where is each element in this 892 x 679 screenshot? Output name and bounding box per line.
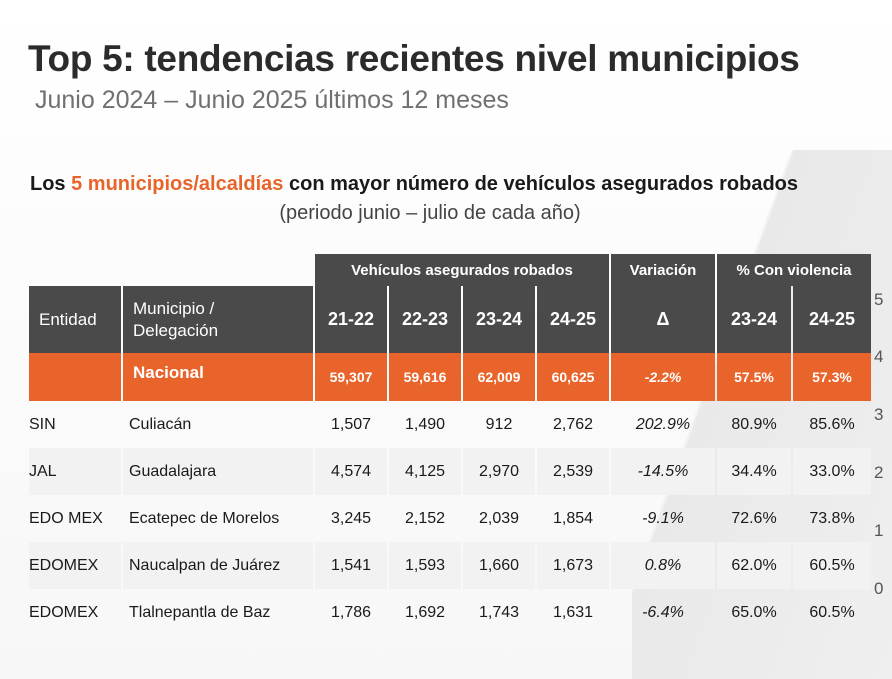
group-header-variation: Variación: [611, 254, 715, 286]
table-subtitle: (periodo junio – julio de cada año): [279, 202, 581, 224]
header-spacer: [29, 254, 313, 286]
row-delta: 202.9%: [635, 415, 691, 433]
row-violence-2425: 60.5%: [793, 542, 871, 589]
row-delta: -14.5%: [611, 448, 715, 495]
row-municipio: Tlalnepantla de Baz: [129, 603, 271, 621]
national-delta: -2.2%: [611, 353, 715, 401]
row-2324: 2,039: [478, 509, 520, 527]
row-entidad: EDOMEX: [29, 542, 121, 589]
side-axis-label: 1: [874, 521, 884, 540]
column-header-2324: 23-24: [463, 286, 535, 353]
column-header-entidad: Entidad: [29, 286, 121, 353]
row-2324: 1,660: [463, 542, 535, 589]
row-violence-2425: 85.6%: [809, 415, 855, 433]
column-header-2425: 24-25: [537, 286, 609, 353]
data-table: Vehículos asegurados robados Variación %…: [29, 254, 871, 636]
row-municipio: Guadalajara: [123, 448, 313, 495]
row-2122: 1,786: [330, 603, 372, 621]
national-2324: 62,009: [463, 353, 535, 401]
row-delta: -9.1%: [642, 509, 684, 527]
row-entidad: EDO MEX: [29, 509, 103, 527]
national-name: Nacional: [123, 353, 313, 401]
column-header-2223: 22-23: [389, 286, 461, 353]
group-header-vehicles: Vehículos asegurados robados: [315, 254, 609, 286]
table-title: Los 5 municipios/alcaldías con mayor núm…: [30, 173, 830, 196]
column-header-violence-2425: 24-25: [793, 286, 871, 353]
row-2122: 4,574: [315, 448, 387, 495]
table-title-highlight: 5 municipios/alcaldías: [71, 173, 284, 195]
row-delta: -6.4%: [642, 603, 684, 621]
row-2324: 912: [485, 415, 513, 433]
row-violence-2324: 80.9%: [731, 415, 777, 433]
side-axis-label: 3: [874, 405, 884, 424]
row-2324: 1,743: [478, 603, 520, 621]
row-2425: 1,673: [537, 542, 609, 589]
row-delta: 0.8%: [611, 542, 715, 589]
row-2223: 4,125: [389, 448, 461, 495]
row-violence-2324: 72.6%: [731, 509, 777, 527]
row-violence-2425: 73.8%: [809, 509, 855, 527]
row-2223: 1,692: [404, 603, 446, 621]
row-2223: 2,152: [404, 509, 446, 527]
row-violence-2425: 60.5%: [809, 603, 855, 621]
national-2122: 59,307: [315, 353, 387, 401]
row-violence-2324: 62.0%: [717, 542, 791, 589]
row-violence-2425: 33.0%: [793, 448, 871, 495]
row-2223: 1,490: [404, 415, 446, 433]
column-header-delta: Δ: [611, 286, 715, 353]
row-entidad: EDOMEX: [29, 603, 99, 621]
slide-title: Top 5: tendencias recientes nivel munici…: [28, 38, 800, 79]
row-2122: 1,507: [330, 415, 372, 433]
row-municipio: Naucalpan de Juárez: [123, 542, 313, 589]
side-axis-label: 4: [874, 347, 884, 366]
national-entidad: [29, 353, 121, 401]
column-header-2122: 21-22: [315, 286, 387, 353]
row-municipio: Culiacán: [129, 415, 192, 433]
row-2425: 1,631: [552, 603, 594, 621]
row-violence-2324: 34.4%: [717, 448, 791, 495]
row-2425: 2,539: [537, 448, 609, 495]
row-2425: 1,854: [552, 509, 594, 527]
row-2122: 3,245: [330, 509, 372, 527]
row-2324: 2,970: [463, 448, 535, 495]
column-header-municipio: Municipio / Delegación: [123, 286, 313, 353]
national-2223: 59,616: [389, 353, 461, 401]
decorative-diagonal: [632, 150, 892, 679]
row-2425: 2,762: [552, 415, 594, 433]
slide-subtitle: Junio 2024 – Junio 2025 últimos 12 meses: [35, 86, 509, 114]
table-title-suffix: con mayor número de vehículos asegurados…: [283, 173, 799, 195]
side-axis-label: 0: [874, 579, 884, 598]
row-violence-2324: 65.0%: [731, 603, 777, 621]
national-2425: 60,625: [537, 353, 609, 401]
group-header-violence: % Con violencia: [717, 254, 871, 286]
national-violence-2324: 57.5%: [717, 353, 791, 401]
column-header-violence-2324: 23-24: [717, 286, 791, 353]
national-violence-2425: 57.3%: [793, 353, 871, 401]
row-entidad: SIN: [29, 415, 56, 433]
side-axis-label: 5: [874, 290, 884, 309]
row-2223: 1,593: [389, 542, 461, 589]
row-2122: 1,541: [315, 542, 387, 589]
row-entidad: JAL: [29, 448, 121, 495]
row-municipio: Ecatepec de Morelos: [129, 509, 280, 527]
side-axis-label: 2: [874, 463, 884, 482]
table-title-prefix: Los: [30, 173, 72, 195]
